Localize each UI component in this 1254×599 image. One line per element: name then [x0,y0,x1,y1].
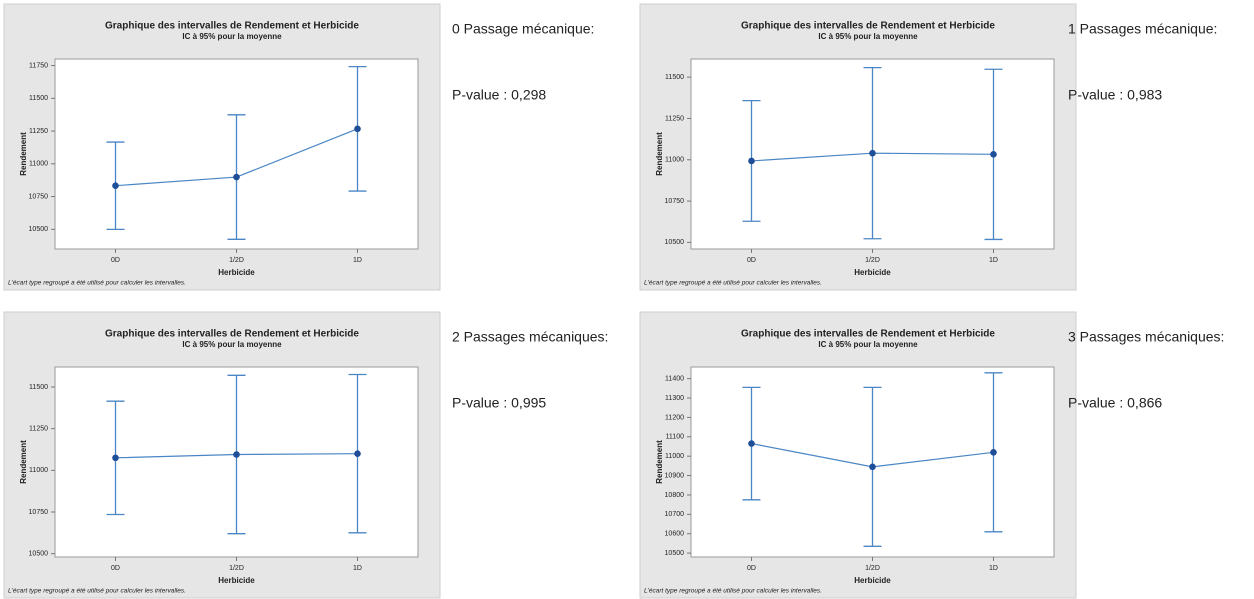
y-axis-label: Rendement [19,440,28,484]
note-heading: 3 Passages mécaniques: [1068,329,1224,345]
x-axis-label: Herbicide [854,268,891,277]
y-tick-label: 10500 [665,550,685,557]
y-tick-label: 11500 [665,74,684,81]
p-value: P-value : 0,298 [452,87,546,103]
y-tick-label: 10750 [665,198,685,205]
note-heading: 1 Passages mécanique: [1068,21,1217,37]
x-tick-label: 1D [353,257,362,264]
mean-point [354,125,361,133]
chart-subtitle: IC à 95% pour la moyenne [182,340,282,349]
y-tick-label: 11200 [665,414,684,421]
footnote: L'écart type regroupé a été utilisé pour… [8,588,186,595]
x-axis-label: Herbicide [854,576,891,585]
y-tick-label: 11750 [29,62,48,69]
y-axis-label: Rendement [655,440,664,484]
x-tick-label: 1/2D [865,565,880,572]
footnote: L'écart type regroupé a été utilisé pour… [8,280,186,287]
mean-point [869,149,876,157]
chart-panel: Graphique des intervalles de Rendement e… [639,3,1077,291]
p-value: P-value : 0,983 [1068,87,1162,103]
y-axis-label: Rendement [655,132,664,176]
x-tick-label: 1/2D [865,257,880,264]
y-tick-label: 10700 [665,511,685,518]
note-heading: 0 Passage mécanique: [452,21,594,37]
x-tick-label: 1D [989,565,998,572]
mean-point [990,151,997,158]
mean-point [748,157,755,165]
mean-point [233,173,240,181]
mean-point [869,463,876,471]
note-heading: 2 Passages mécaniques: [452,329,608,345]
chart-panel: Graphique des intervalles de Rendement e… [3,311,441,599]
mean-point [354,450,361,457]
chart-title: Graphique des intervalles de Rendement e… [105,21,359,32]
y-tick-label: 10500 [665,239,685,246]
x-tick-label: 1D [353,565,362,572]
x-axis-label: Herbicide [218,576,255,585]
y-tick-label: 10500 [29,226,49,233]
x-tick-label: 1/2D [229,257,244,264]
y-tick-label: 11000 [29,467,48,474]
mean-point [748,440,755,447]
chart-panel: Graphique des intervalles de Rendement e… [3,3,441,291]
footnote: L'écart type regroupé a été utilisé pour… [644,280,822,287]
x-tick-label: 0D [111,257,120,264]
y-tick-label: 11250 [665,115,684,122]
x-tick-label: 0D [747,565,756,572]
mean-point [112,454,119,462]
mean-point [112,182,119,190]
x-axis-label: Herbicide [218,268,255,277]
chart-title: Graphique des intervalles de Rendement e… [741,329,995,340]
y-tick-label: 11250 [29,426,48,433]
y-tick-label: 11000 [665,157,684,164]
chart-subtitle: IC à 95% pour la moyenne [818,340,918,349]
y-tick-label: 10750 [29,193,49,200]
y-tick-label: 11400 [665,375,684,382]
y-tick-label: 11500 [29,95,48,102]
x-tick-label: 0D [111,565,120,572]
y-tick-label: 11300 [665,395,684,402]
y-tick-label: 10600 [665,531,685,538]
footnote: L'écart type regroupé a été utilisé pour… [644,588,822,595]
y-tick-label: 11500 [29,384,48,391]
chart-title: Graphique des intervalles de Rendement e… [741,21,995,32]
y-tick-label: 10750 [29,509,49,516]
x-tick-label: 1/2D [229,565,244,572]
chart-title: Graphique des intervalles de Rendement e… [105,329,359,340]
mean-point [233,451,240,458]
y-tick-label: 11000 [29,161,48,168]
chart-panel: Graphique des intervalles de Rendement e… [639,311,1077,599]
x-tick-label: 0D [747,257,756,264]
y-tick-label: 11000 [665,453,684,460]
y-axis-label: Rendement [19,132,28,176]
mean-point [990,449,997,456]
p-value: P-value : 0,866 [1068,395,1162,411]
y-tick-label: 10800 [665,492,685,499]
y-tick-label: 10500 [29,551,49,558]
chart-subtitle: IC à 95% pour la moyenne [818,32,918,41]
x-tick-label: 1D [989,257,998,264]
y-tick-label: 11100 [666,434,685,441]
chart-subtitle: IC à 95% pour la moyenne [182,32,282,41]
y-tick-label: 10900 [665,472,685,479]
p-value: P-value : 0,995 [452,395,546,411]
y-tick-label: 11250 [29,128,48,135]
